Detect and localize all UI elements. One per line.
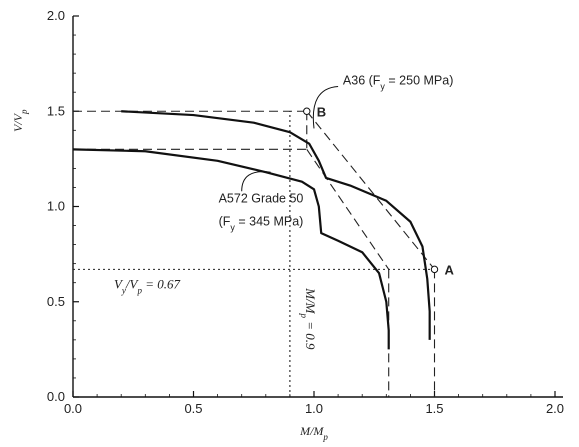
a572-curve [72, 148, 390, 350]
a572-annotation-line1: A572 Grade 50 [219, 192, 304, 206]
point-a-label: A [445, 262, 455, 277]
labels: B A A36 (Fy = 250 MPa) A572 Grade 50 (Fy = 3… [114, 74, 455, 350]
y-tick-label: 0.0 [47, 389, 65, 404]
mp-ratio-annotation: M/Mp = 0.9 [299, 287, 318, 350]
a572-leader [241, 171, 271, 192]
x-axis-label: M/Mp [299, 424, 328, 442]
dashed-reference-line [306, 110, 435, 270]
x-tick-label: 0.5 [184, 401, 202, 416]
x-tick-label: 1.5 [425, 401, 443, 416]
point-b-label: B [317, 104, 326, 119]
x-tick-label: 2.0 [546, 401, 564, 416]
point-b-marker [303, 107, 311, 115]
dashed-reference-line [306, 149, 390, 270]
a36-curve [121, 110, 431, 340]
a36-leader [312, 85, 339, 129]
vp-ratio-annotation: Vy/Vp = 0.67 [114, 276, 181, 295]
y-axis-label: V/Vp [11, 109, 29, 132]
x-tick-label: 1.0 [305, 401, 323, 416]
y-tick-label: 0.5 [47, 294, 65, 309]
curves [72, 110, 431, 350]
axes: 0.0 0.5 1.0 1.5 2.0 0.0 0.5 1.0 1.5 2.0 M/Mp V/Vp [11, 8, 564, 442]
y-tick-label: 1.5 [47, 103, 65, 118]
reference-lines [73, 110, 436, 397]
y-tick-label: 1.0 [47, 199, 65, 214]
a572-annotation-line2: (Fy = 345 MPa) [219, 215, 304, 233]
x-tick-label: 0.0 [64, 401, 82, 416]
point-a-marker [430, 265, 439, 274]
y-tick-label: 2.0 [47, 8, 65, 23]
a36-annotation: A36 (Fy = 250 MPa) [343, 74, 453, 92]
